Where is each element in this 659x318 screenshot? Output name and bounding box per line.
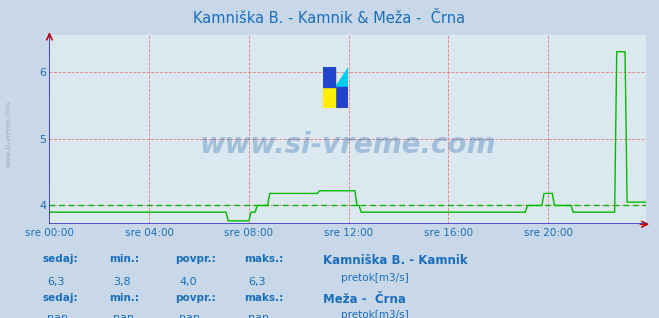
Text: -nan: -nan bbox=[109, 313, 134, 318]
Text: maks.:: maks.: bbox=[244, 293, 283, 302]
Text: -nan: -nan bbox=[244, 313, 270, 318]
Text: www.si-vreme.com: www.si-vreme.com bbox=[5, 100, 12, 167]
Bar bbox=[323, 67, 335, 87]
Text: Meža -  Črna: Meža - Črna bbox=[323, 293, 406, 306]
Text: min.:: min.: bbox=[109, 293, 139, 302]
Text: sedaj:: sedaj: bbox=[43, 293, 78, 302]
Text: www.si-vreme.com: www.si-vreme.com bbox=[200, 131, 496, 159]
Text: 3,8: 3,8 bbox=[113, 277, 130, 287]
Text: maks.:: maks.: bbox=[244, 254, 283, 264]
Text: min.:: min.: bbox=[109, 254, 139, 264]
Text: 4,0: 4,0 bbox=[179, 277, 196, 287]
Text: -nan: -nan bbox=[175, 313, 200, 318]
Text: -nan: -nan bbox=[43, 313, 69, 318]
Text: pretok[m3/s]: pretok[m3/s] bbox=[341, 310, 409, 318]
Text: pretok[m3/s]: pretok[m3/s] bbox=[341, 273, 409, 283]
Text: povpr.:: povpr.: bbox=[175, 254, 215, 264]
Text: sedaj:: sedaj: bbox=[43, 254, 78, 264]
Text: Kamniška B. - Kamnik & Meža -  Črna: Kamniška B. - Kamnik & Meža - Črna bbox=[194, 11, 465, 26]
Polygon shape bbox=[335, 87, 348, 108]
Text: Kamniška B. - Kamnik: Kamniška B. - Kamnik bbox=[323, 254, 467, 267]
Polygon shape bbox=[335, 67, 348, 87]
Polygon shape bbox=[323, 67, 335, 87]
Text: 6,3: 6,3 bbox=[248, 277, 266, 287]
Polygon shape bbox=[323, 87, 335, 108]
Text: 6,3: 6,3 bbox=[47, 277, 65, 287]
Text: povpr.:: povpr.: bbox=[175, 293, 215, 302]
